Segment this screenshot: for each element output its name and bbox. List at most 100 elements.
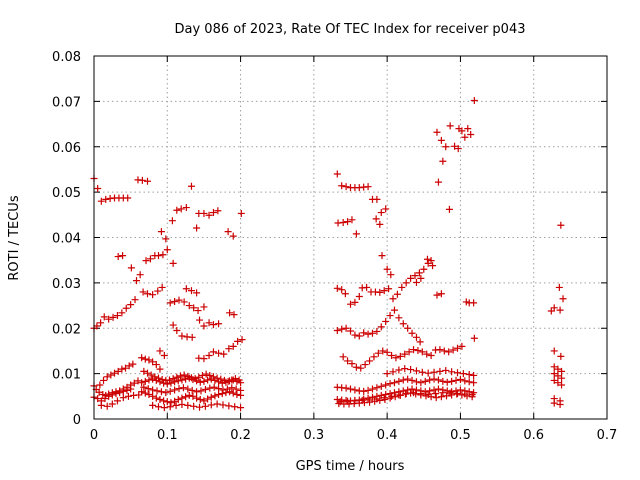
data-point [344, 357, 352, 365]
data-point [402, 390, 410, 398]
data-point [102, 195, 110, 203]
data-point [467, 130, 475, 138]
data-point [94, 395, 102, 403]
data-point [200, 355, 208, 363]
data-point [107, 371, 115, 379]
data-point [445, 348, 453, 356]
data-point [377, 382, 385, 390]
data-point [434, 376, 442, 384]
data-point [373, 384, 381, 392]
data-point [395, 377, 403, 385]
data-point [399, 320, 407, 328]
data-point [162, 235, 170, 243]
data-point [379, 347, 387, 355]
data-point [215, 390, 223, 398]
data-point [550, 370, 558, 378]
data-point [196, 403, 204, 411]
data-point [429, 262, 437, 270]
data-point [427, 351, 435, 359]
data-point [550, 347, 558, 355]
data-point [339, 219, 347, 227]
data-point [374, 349, 382, 357]
data-point [412, 378, 420, 386]
data-point [388, 392, 396, 400]
data-point [127, 385, 135, 393]
data-point [233, 390, 241, 398]
data-point [101, 395, 109, 403]
data-point [402, 279, 410, 287]
data-point [439, 389, 447, 397]
data-point [156, 347, 164, 355]
data-point [207, 401, 215, 409]
data-point [455, 125, 463, 133]
data-point [226, 309, 234, 317]
x-tick-label: 0.4 [377, 428, 398, 443]
data-point [140, 383, 148, 391]
data-point [454, 145, 462, 153]
data-point [383, 370, 391, 378]
data-point [130, 379, 138, 387]
y-tick-label: 0.03 [52, 277, 81, 292]
data-point [342, 183, 350, 191]
data-point [124, 194, 132, 202]
data-point [160, 404, 168, 412]
data-point [201, 386, 209, 394]
data-point [378, 252, 386, 260]
data-point [215, 385, 223, 393]
data-point [395, 314, 403, 322]
data-point [105, 315, 113, 323]
data-point [152, 361, 160, 369]
data-point [169, 259, 177, 267]
y-tick-label: 0.07 [52, 95, 81, 110]
data-point [437, 136, 445, 144]
data-point [436, 367, 444, 375]
data-point [131, 296, 139, 304]
data-point [142, 257, 150, 265]
data-point [217, 375, 225, 383]
data-point [184, 401, 192, 409]
data-point [156, 395, 164, 403]
data-point [418, 348, 426, 356]
data-point [166, 403, 174, 411]
data-point [426, 376, 434, 384]
data-point [214, 207, 222, 215]
data-point [364, 386, 372, 394]
data-point [411, 272, 419, 280]
data-point [146, 255, 154, 263]
data-point [437, 290, 445, 298]
data-point [229, 389, 237, 397]
data-point [453, 390, 461, 398]
data-point [141, 355, 149, 363]
data-point [459, 370, 467, 378]
data-point [465, 378, 473, 386]
data-point [401, 350, 409, 358]
data-point [112, 390, 120, 398]
y-tick-label: 0.01 [52, 368, 81, 383]
data-point [215, 320, 223, 328]
data-point [123, 386, 131, 394]
data-point [412, 367, 420, 375]
y-tick-label: 0.02 [52, 322, 81, 337]
data-point [382, 317, 390, 325]
data-point [237, 209, 245, 217]
data-point [461, 377, 469, 385]
data-point [103, 402, 111, 410]
data-point [554, 379, 562, 387]
data-point [338, 325, 346, 333]
data-point [442, 366, 450, 374]
y-tick-label: 0.05 [52, 186, 81, 201]
data-point [210, 383, 218, 391]
data-point [382, 390, 390, 398]
data-point [417, 390, 425, 398]
data-point [200, 303, 208, 311]
data-point [100, 376, 108, 384]
data-point [157, 388, 165, 396]
data-point [95, 388, 103, 396]
data-point [193, 394, 201, 402]
data-point [177, 205, 185, 213]
data-point [204, 376, 212, 384]
data-point [333, 284, 341, 292]
data-point [190, 304, 198, 312]
data-point [464, 125, 472, 133]
